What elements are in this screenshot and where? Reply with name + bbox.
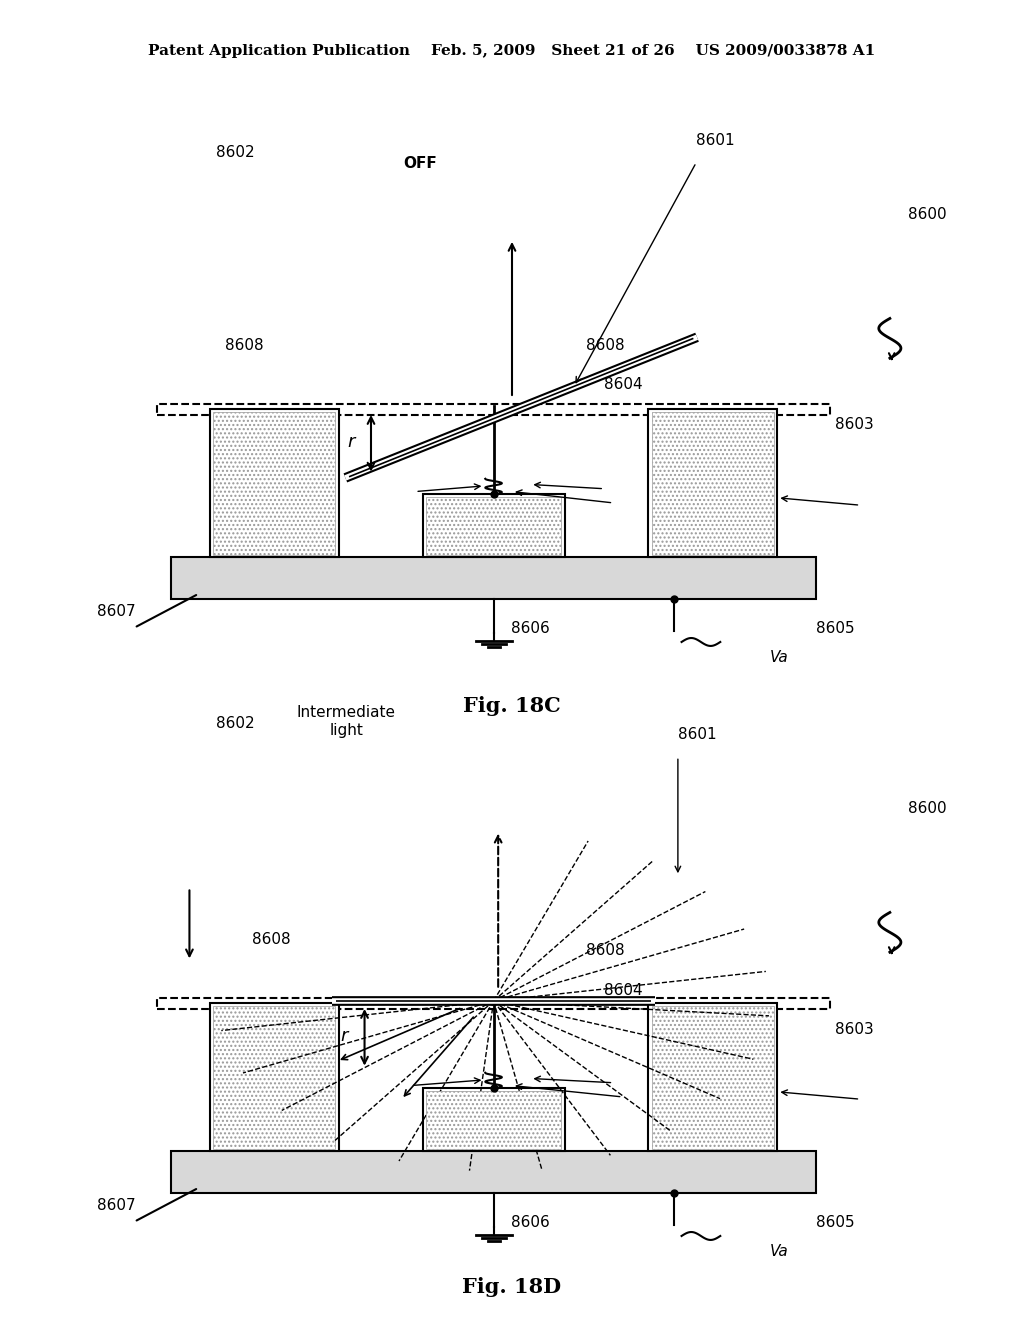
Text: Fig. 18D: Fig. 18D (463, 1276, 561, 1298)
Bar (213, 1006, 335, 1148)
Bar (426, 1090, 561, 1148)
Bar (210, 409, 339, 557)
Text: Intermediate
light: Intermediate light (297, 705, 395, 738)
Bar (171, 557, 816, 599)
Bar (652, 1006, 774, 1148)
Text: 8603: 8603 (835, 417, 873, 432)
Text: 8606: 8606 (511, 1216, 550, 1230)
Bar (652, 412, 774, 554)
Text: 8605: 8605 (816, 1216, 855, 1230)
Bar (213, 412, 335, 554)
Text: Va: Va (770, 1243, 788, 1259)
Text: 8608: 8608 (252, 932, 291, 946)
Text: 8606: 8606 (511, 622, 550, 636)
Text: 8605: 8605 (816, 622, 855, 636)
Bar (158, 404, 829, 414)
Text: 8602: 8602 (216, 145, 255, 160)
Text: OFF: OFF (403, 156, 436, 172)
Text: 8600: 8600 (908, 801, 947, 816)
Text: 8604: 8604 (604, 378, 643, 392)
Bar (648, 1003, 777, 1151)
Bar (171, 1151, 816, 1193)
Bar (158, 998, 829, 1008)
Bar (426, 496, 561, 554)
Text: 8604: 8604 (604, 983, 643, 998)
Bar (210, 1003, 339, 1151)
Text: Fig. 18C: Fig. 18C (463, 696, 561, 717)
Text: 8608: 8608 (224, 338, 263, 352)
Text: r: r (341, 1027, 348, 1045)
Bar (648, 409, 777, 557)
Text: 8602: 8602 (216, 715, 255, 731)
Text: 8601: 8601 (678, 727, 717, 742)
Text: 8601: 8601 (696, 133, 735, 148)
Text: 8607: 8607 (97, 605, 136, 619)
Bar (423, 1089, 564, 1151)
Text: 8600: 8600 (908, 207, 947, 222)
Text: 8607: 8607 (97, 1199, 136, 1213)
Text: 8608: 8608 (586, 338, 625, 352)
Text: Patent Application Publication    Feb. 5, 2009   Sheet 21 of 26    US 2009/00338: Patent Application Publication Feb. 5, 2… (148, 44, 876, 58)
Text: 8608: 8608 (586, 942, 625, 958)
Text: 8603: 8603 (835, 1023, 873, 1038)
Text: r: r (347, 433, 354, 451)
Bar (423, 495, 564, 557)
Text: Va: Va (770, 649, 788, 665)
